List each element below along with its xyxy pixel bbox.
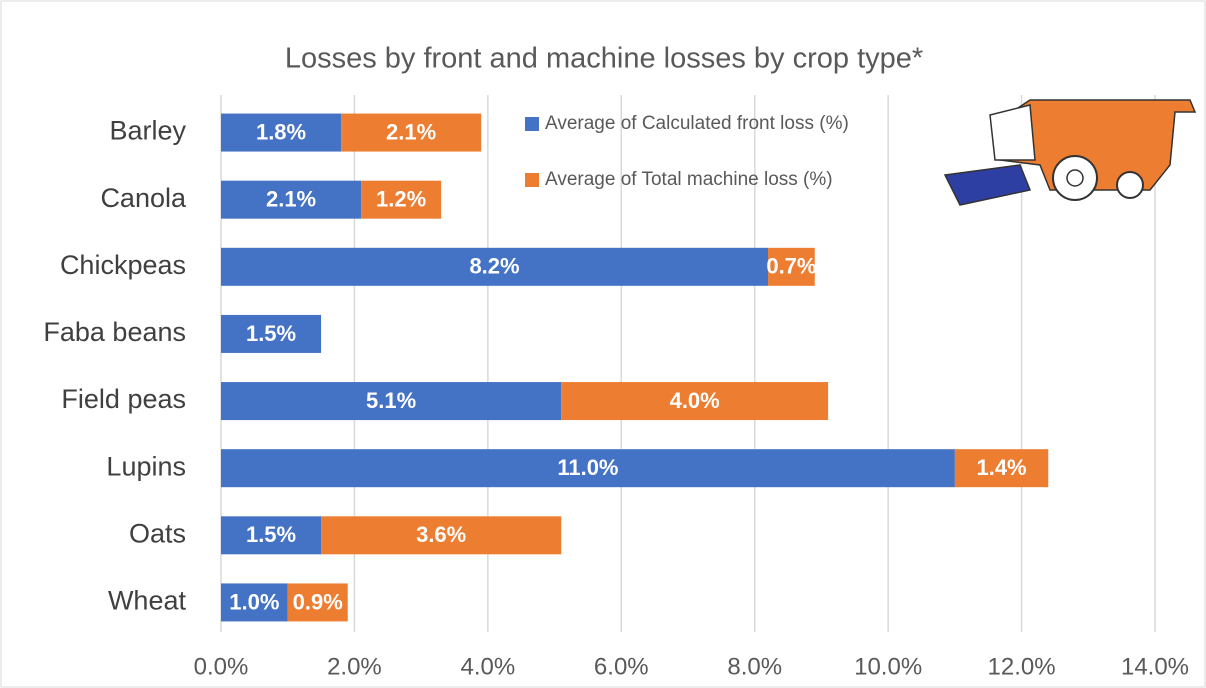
y-tick-label: Canola (100, 183, 187, 213)
x-tick-label: 12.0% (988, 653, 1056, 680)
bar-segment (221, 314, 322, 353)
x-tick-label: 0.0% (194, 653, 249, 680)
data-label: 2.1% (266, 187, 316, 212)
data-label: 1.5% (246, 321, 296, 346)
x-tick-label: 14.0% (1121, 653, 1189, 680)
data-label: 4.0% (670, 388, 720, 413)
bar-segment (221, 113, 342, 152)
legend-label: Average of Calculated front loss (%) (545, 113, 849, 134)
harvester-icon (943, 99, 1197, 206)
data-label: 1.5% (246, 522, 296, 547)
y-tick-label: Faba beans (43, 317, 186, 347)
bar-segment (341, 113, 482, 152)
bar-segment (221, 583, 288, 622)
bar-segment (287, 583, 348, 622)
bar-segment (321, 516, 562, 555)
bar-segment (221, 180, 362, 219)
bar-segment (561, 382, 829, 421)
y-tick-label: Lupins (106, 451, 186, 481)
data-label: 3.6% (416, 522, 466, 547)
legend-label: Average of Total machine loss (%) (545, 169, 833, 190)
y-tick-label: Barley (109, 116, 186, 146)
y-tick-label: Chickpeas (60, 250, 186, 280)
bar-segment (221, 516, 322, 555)
legend-swatch (525, 117, 539, 131)
legend: Average of Calculated front loss (%) Aver… (525, 113, 849, 190)
y-tick-label: Oats (129, 518, 186, 548)
bar-segment (768, 247, 815, 286)
x-tick-label: 2.0% (327, 653, 382, 680)
data-label: 1.2% (376, 187, 426, 212)
legend-swatch (525, 173, 539, 187)
y-tick-label: Field peas (61, 384, 186, 414)
bar-segment (221, 247, 769, 286)
x-tick-label: 6.0% (594, 653, 649, 680)
bar-segment (954, 449, 1049, 488)
chart-title: Losses by front and machine losses by cr… (285, 43, 923, 75)
bars (221, 113, 1049, 622)
data-label: 11.0% (557, 455, 618, 480)
data-label: 1.0% (229, 589, 279, 614)
data-label: 0.9% (293, 589, 343, 614)
data-label: 0.7% (766, 254, 816, 279)
data-label: 2.1% (386, 119, 436, 144)
bar-segment (221, 382, 562, 421)
data-label: 1.4% (976, 455, 1026, 480)
x-tick-label: 8.0% (727, 653, 782, 680)
data-label: 1.8% (256, 119, 306, 144)
data-label: 5.1% (366, 388, 416, 413)
x-tick-label: 4.0% (461, 653, 516, 680)
y-tick-label: Wheat (108, 586, 187, 616)
x-tick-label: 10.0% (854, 653, 922, 680)
bar-segment (361, 180, 442, 219)
data-label: 8.2% (469, 254, 519, 279)
bar-segment (221, 449, 955, 488)
